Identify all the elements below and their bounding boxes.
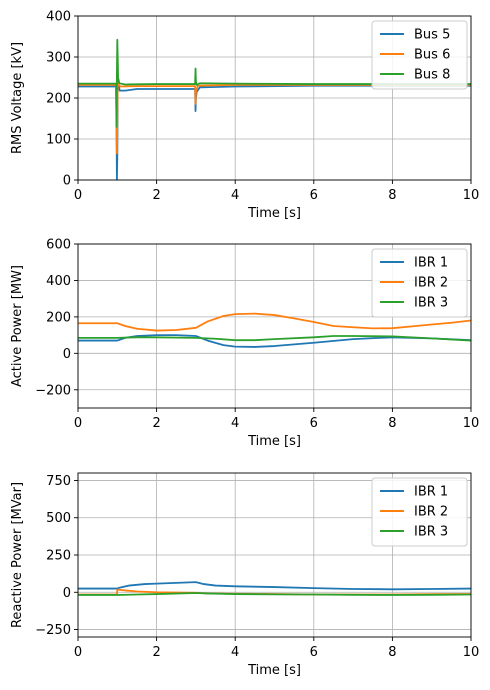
legend: IBR 1 IBR 2 IBR 3 <box>371 248 468 318</box>
x-tick-label: 6 <box>310 645 318 660</box>
y-tick-label: −250 <box>35 623 71 638</box>
x-tick-label: 2 <box>152 188 160 203</box>
chart-panel-2: 0 2 4 6 8 10 −200 0 200 400 600 Time [s] Active Powe… <box>10 238 479 450</box>
legend-label: IBR 3 <box>414 525 448 540</box>
x-tick-label: 8 <box>388 416 396 431</box>
legend-box <box>371 248 468 318</box>
y-tick-label: 0 <box>63 174 71 189</box>
series-line-bus-5 <box>78 76 471 180</box>
x-tick-label: 10 <box>463 645 480 660</box>
y-tick-label: 0 <box>63 586 71 601</box>
series-line-ibr-3 <box>78 335 471 342</box>
legend-label: Bus 8 <box>414 68 450 83</box>
legend-label: IBR 1 <box>414 485 448 500</box>
legend: Bus 5 Bus 6 Bus 8 <box>371 20 468 90</box>
x-axis-label: Time [s] <box>247 206 301 221</box>
y-tick-label: −200 <box>35 383 71 398</box>
legend-label: IBR 2 <box>414 505 448 520</box>
y-tick-label: 400 <box>46 274 71 289</box>
x-tick-label: 8 <box>388 188 396 203</box>
x-axis-label: Time [s] <box>247 434 301 449</box>
y-axis-label: Reactive Power [MVar] <box>10 482 25 628</box>
x-tick-label: 10 <box>463 188 480 203</box>
legend-box <box>371 477 468 547</box>
y-tick-label: 600 <box>46 238 71 253</box>
legend: IBR 1 IBR 2 IBR 3 <box>371 477 468 547</box>
y-axis-label: RMS Voltage [kV] <box>10 42 25 154</box>
legend-label: Bus 5 <box>414 28 450 43</box>
x-tick-label: 0 <box>74 645 82 660</box>
series-line-ibr-1 <box>78 581 471 591</box>
legend-label: IBR 3 <box>414 296 448 311</box>
y-tick-label: 400 <box>46 10 71 25</box>
axes-frame <box>77 243 472 409</box>
series-group <box>78 312 471 348</box>
y-tick-label: 100 <box>46 133 71 148</box>
legend-label: Bus 6 <box>414 48 450 63</box>
x-tick-label: 6 <box>310 416 318 431</box>
x-tick-label: 2 <box>152 416 160 431</box>
y-tick-label: 250 <box>46 549 71 564</box>
x-tick-label: 4 <box>231 188 239 203</box>
series-line-bus-8 <box>78 38 471 128</box>
x-tick-label: 0 <box>74 188 82 203</box>
y-tick-label: 200 <box>46 310 71 325</box>
x-tick-label: 4 <box>231 416 239 431</box>
x-tick-label: 0 <box>74 416 82 431</box>
series-group <box>78 38 471 180</box>
y-tick-label: 300 <box>46 51 71 66</box>
legend-label: IBR 2 <box>414 276 448 291</box>
series-line-bus-6 <box>78 76 471 155</box>
x-axis-label: Time [s] <box>247 663 301 678</box>
x-tick-label: 4 <box>231 645 239 660</box>
x-tick-label: 8 <box>388 645 396 660</box>
y-tick-label: 500 <box>46 511 71 526</box>
y-axis-label: Active Power [MW] <box>10 265 25 387</box>
legend-label: IBR 1 <box>414 256 448 271</box>
x-tick-label: 6 <box>310 188 318 203</box>
y-tick-label: 200 <box>46 92 71 107</box>
y-tick-label: 0 <box>63 347 71 362</box>
x-tick-label: 2 <box>152 645 160 660</box>
series-line-ibr-2 <box>78 312 471 332</box>
y-tick-label: 750 <box>46 474 71 489</box>
series-line-ibr-3 <box>78 592 471 596</box>
x-tick-label: 10 <box>463 416 480 431</box>
series-group <box>78 581 471 596</box>
legend-box <box>371 20 468 90</box>
